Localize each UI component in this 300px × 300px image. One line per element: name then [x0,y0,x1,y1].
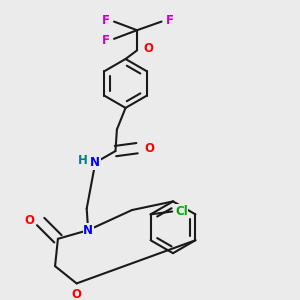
Text: F: F [101,34,110,47]
Text: N: N [90,156,100,169]
Text: O: O [72,288,82,300]
Text: N: N [83,224,93,237]
Text: Cl: Cl [175,205,188,218]
Text: O: O [143,42,153,56]
Text: O: O [144,142,154,155]
Text: F: F [101,14,110,27]
Text: H: H [78,154,88,167]
Text: O: O [24,214,34,226]
Text: F: F [166,14,174,27]
